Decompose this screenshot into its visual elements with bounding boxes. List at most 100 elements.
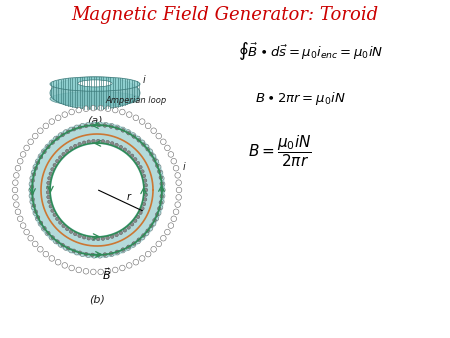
Circle shape	[12, 187, 18, 193]
Circle shape	[58, 221, 62, 224]
Circle shape	[15, 165, 21, 171]
Circle shape	[43, 251, 49, 257]
Circle shape	[158, 207, 161, 210]
Circle shape	[120, 109, 125, 115]
Circle shape	[55, 259, 61, 265]
Circle shape	[55, 115, 61, 121]
Circle shape	[112, 107, 118, 113]
Circle shape	[98, 269, 104, 275]
Circle shape	[155, 213, 159, 216]
Circle shape	[63, 246, 68, 250]
Circle shape	[149, 224, 153, 227]
Circle shape	[67, 246, 70, 250]
Circle shape	[32, 241, 38, 247]
Circle shape	[133, 219, 137, 222]
Circle shape	[133, 158, 137, 161]
Circle shape	[105, 106, 111, 112]
Circle shape	[51, 236, 54, 239]
Circle shape	[47, 181, 50, 185]
Circle shape	[90, 253, 94, 257]
Text: Magnetic Field Generator: Toroid: Magnetic Field Generator: Toroid	[72, 6, 378, 24]
Circle shape	[34, 210, 37, 213]
Circle shape	[46, 191, 50, 194]
Circle shape	[160, 199, 164, 204]
Circle shape	[37, 128, 43, 134]
Circle shape	[131, 243, 135, 247]
Circle shape	[74, 125, 79, 129]
Circle shape	[151, 128, 157, 134]
Circle shape	[123, 148, 126, 151]
Circle shape	[20, 223, 26, 228]
Circle shape	[69, 248, 73, 253]
Circle shape	[45, 231, 50, 236]
Circle shape	[158, 170, 163, 175]
Circle shape	[139, 211, 142, 215]
Circle shape	[110, 235, 114, 238]
Text: Amperian loop: Amperian loop	[105, 96, 166, 105]
Circle shape	[87, 140, 90, 144]
Circle shape	[31, 206, 36, 210]
Circle shape	[62, 263, 68, 268]
Circle shape	[173, 165, 179, 171]
Circle shape	[139, 165, 142, 169]
Circle shape	[78, 234, 81, 238]
Circle shape	[33, 165, 37, 169]
Circle shape	[121, 127, 125, 131]
Circle shape	[105, 268, 111, 274]
Circle shape	[96, 237, 100, 241]
Circle shape	[104, 253, 108, 258]
Text: $B = \dfrac{\mu_0 iN}{2\pi r}$: $B = \dfrac{\mu_0 iN}{2\pi r}$	[248, 133, 312, 169]
Circle shape	[148, 226, 153, 231]
Circle shape	[144, 144, 149, 149]
Circle shape	[168, 152, 174, 157]
Circle shape	[69, 230, 73, 234]
Circle shape	[90, 105, 96, 111]
Circle shape	[82, 141, 86, 145]
Circle shape	[31, 198, 35, 201]
Ellipse shape	[50, 77, 140, 91]
Circle shape	[32, 204, 36, 207]
Circle shape	[143, 198, 147, 201]
Circle shape	[20, 152, 26, 157]
Circle shape	[14, 202, 19, 208]
Circle shape	[165, 145, 170, 151]
Circle shape	[92, 237, 95, 241]
Circle shape	[51, 209, 54, 213]
Circle shape	[160, 188, 164, 192]
Circle shape	[49, 140, 54, 145]
Text: $\oint \vec{B} \bullet d\vec{s} = \mu_0 i_{enc} = \mu_0 iN$: $\oint \vec{B} \bullet d\vec{s} = \mu_0 …	[238, 40, 383, 62]
Circle shape	[29, 182, 33, 186]
Circle shape	[173, 209, 179, 215]
Circle shape	[24, 145, 29, 151]
Circle shape	[145, 251, 151, 257]
Circle shape	[142, 174, 146, 178]
Circle shape	[121, 248, 125, 253]
Circle shape	[24, 229, 29, 235]
Circle shape	[34, 167, 37, 170]
Circle shape	[72, 127, 76, 131]
Circle shape	[62, 224, 65, 228]
Circle shape	[142, 234, 145, 237]
Circle shape	[83, 268, 89, 274]
Circle shape	[142, 143, 145, 146]
Circle shape	[31, 170, 36, 175]
Circle shape	[145, 123, 151, 129]
Circle shape	[33, 211, 37, 215]
Circle shape	[148, 149, 153, 153]
Circle shape	[142, 202, 146, 206]
Circle shape	[56, 240, 59, 243]
Circle shape	[41, 149, 46, 153]
Circle shape	[39, 221, 43, 225]
Circle shape	[146, 229, 149, 233]
Circle shape	[123, 228, 126, 232]
Circle shape	[104, 122, 108, 127]
Circle shape	[55, 217, 59, 221]
Circle shape	[115, 250, 120, 255]
Circle shape	[159, 176, 162, 179]
Circle shape	[76, 267, 81, 273]
Circle shape	[171, 216, 176, 222]
Text: $\vec{B}$: $\vec{B}$	[102, 266, 111, 282]
Circle shape	[69, 265, 74, 271]
Circle shape	[127, 245, 130, 249]
Circle shape	[109, 252, 113, 255]
